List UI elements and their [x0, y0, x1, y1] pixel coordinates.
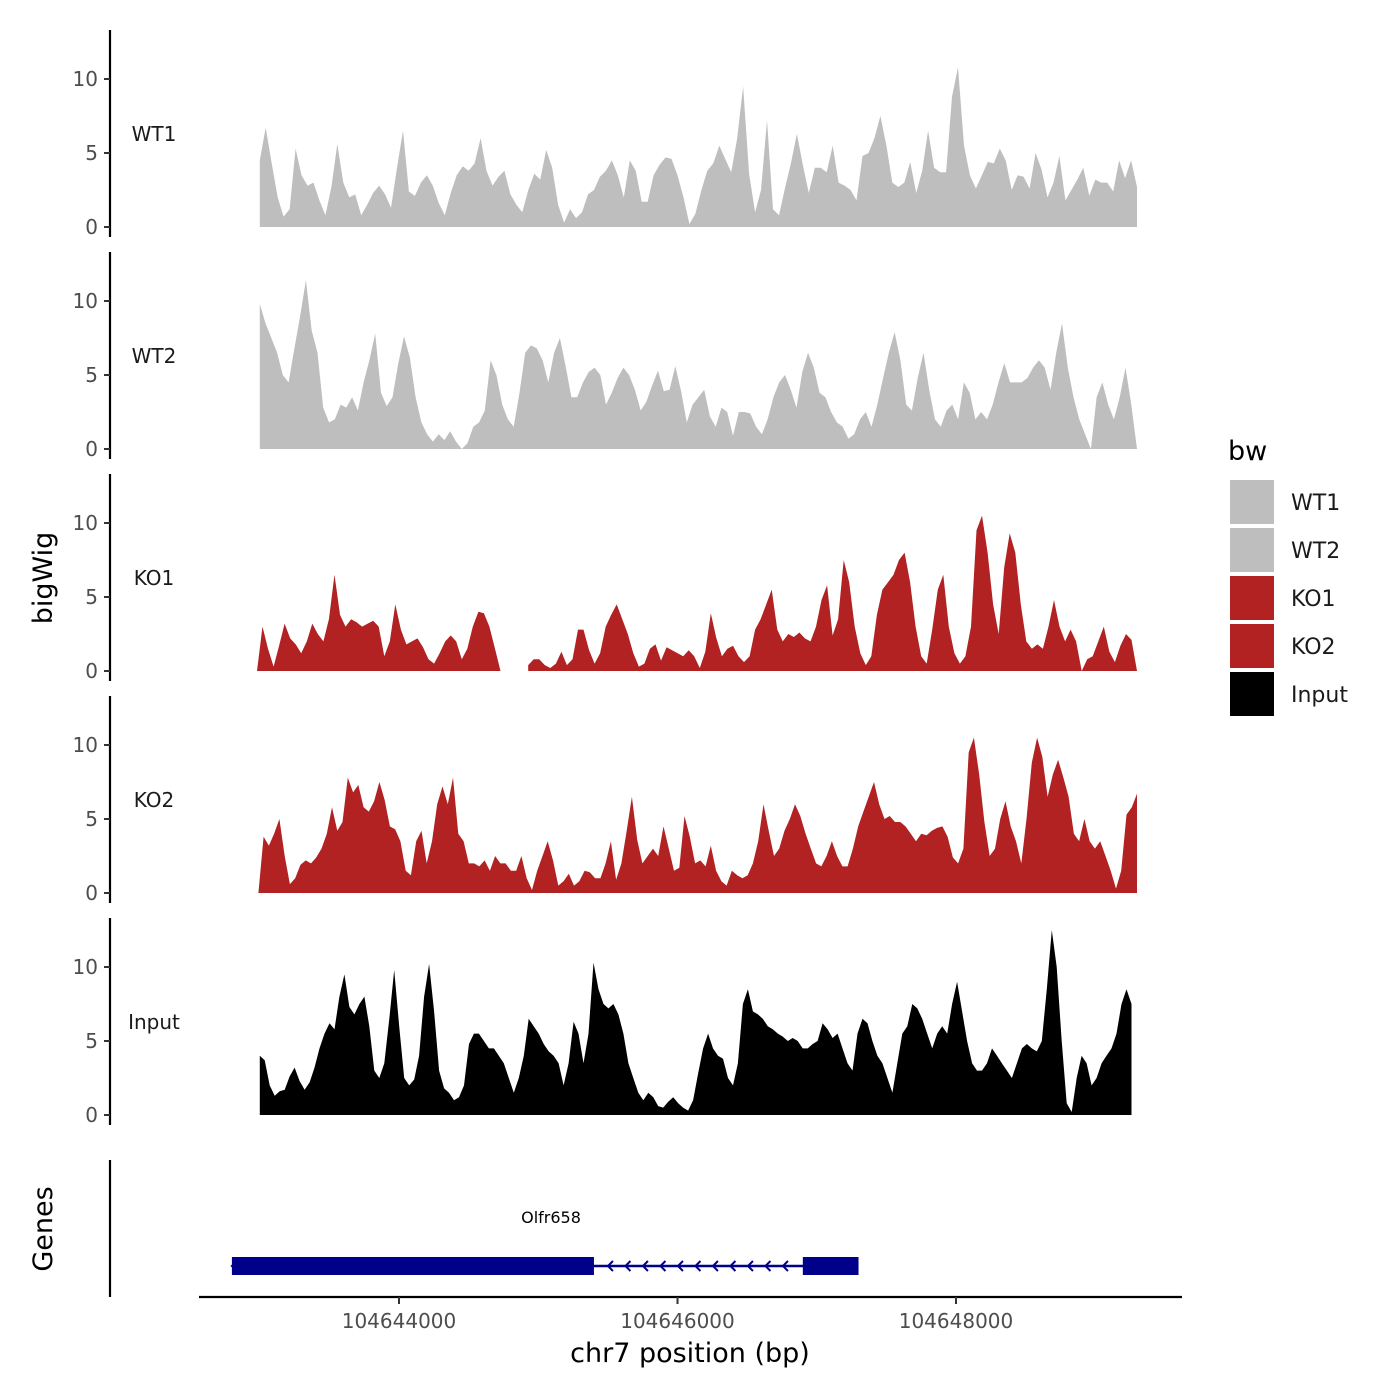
y-tick-label: 5	[85, 141, 98, 165]
x-axis: 104644000 104646000 104648000	[199, 1295, 1182, 1333]
x-axis-title: chr7 position (bp)	[570, 1338, 810, 1369]
legend-swatch	[1230, 672, 1274, 716]
track-ko2: 0 5 10 KO2	[73, 696, 1137, 905]
strand-arrow	[676, 1260, 684, 1272]
legend-swatch	[1230, 576, 1274, 620]
signal-area-ko2	[258, 737, 1137, 893]
y-tick-label: 5	[85, 363, 98, 387]
gene-name-label: Olfr658	[521, 1208, 581, 1227]
legend: bw WT1 WT2 KO1 KO2 Input	[1228, 436, 1348, 716]
track-label: WT2	[132, 344, 177, 368]
gene-exon	[802, 1257, 859, 1275]
legend-swatch	[1230, 528, 1274, 572]
strand-arrow	[641, 1260, 649, 1272]
track-wt1: 0 5 10 WT1	[73, 30, 1137, 239]
x-tick-label: 104644000	[342, 1309, 457, 1333]
legend-item-wt2: WT2	[1230, 528, 1340, 572]
legend-item-ko2: KO2	[1230, 624, 1336, 668]
strand-arrow	[694, 1260, 702, 1272]
y-tick-label: 10	[73, 289, 98, 313]
gene-exon	[231, 1257, 594, 1275]
gene-panel: Olfr658	[108, 1160, 859, 1297]
legend-item-ko1: KO1	[1230, 576, 1336, 620]
y-tick-label: 0	[85, 215, 98, 239]
x-tick-label: 104646000	[620, 1309, 735, 1333]
signal-area-wt1	[259, 67, 1137, 227]
y-tick-label: 0	[85, 881, 98, 905]
strand-arrow	[781, 1260, 789, 1272]
strand-arrow	[624, 1260, 632, 1272]
track-input: 0 5 10 Input	[73, 918, 1132, 1127]
genes-axis-title: Genes	[28, 1186, 59, 1271]
strand-arrow	[746, 1260, 754, 1272]
legend-label: WT2	[1291, 539, 1340, 564]
legend-label: WT1	[1291, 491, 1340, 516]
y-tick-label: 10	[73, 955, 98, 979]
signal-area-input	[259, 930, 1132, 1115]
strand-arrow	[659, 1260, 667, 1272]
signal-area-ko1	[528, 515, 1137, 671]
strand-arrow	[764, 1260, 772, 1272]
x-tick-label: 104648000	[899, 1309, 1014, 1333]
strand-arrow	[606, 1260, 614, 1272]
strand-arrow	[729, 1260, 737, 1272]
y-tick-label: 0	[85, 437, 98, 461]
y-axis-title: bigWig	[28, 532, 59, 625]
y-tick-label: 10	[73, 67, 98, 91]
y-tick-label: 0	[85, 1103, 98, 1127]
track-ko1: 0 5 10 KO1	[73, 474, 1137, 683]
legend-label: KO2	[1291, 635, 1336, 660]
strand-arrow	[711, 1260, 719, 1272]
y-tick-label: 10	[73, 733, 98, 757]
legend-items: WT1 WT2 KO1 KO2 Input	[1230, 480, 1348, 716]
y-tick-label: 10	[73, 511, 98, 535]
legend-swatch	[1230, 480, 1274, 524]
track-wt2: 0 5 10 WT2	[73, 252, 1137, 461]
legend-swatch	[1230, 624, 1274, 668]
y-tick-label: 5	[85, 585, 98, 609]
legend-item-input: Input	[1230, 672, 1348, 716]
legend-title: bw	[1228, 436, 1267, 467]
signal-area-ko1	[257, 574, 501, 671]
track-label: KO2	[134, 788, 175, 812]
track-label: WT1	[132, 122, 177, 146]
y-tick-label: 0	[85, 659, 98, 683]
legend-item-wt1: WT1	[1230, 480, 1340, 524]
legend-label: Input	[1291, 683, 1348, 708]
bigwig-tracks: 0 5 10 WT1 0 5 10 WT2 0 5 10 KO1 0 5 10 KO2 0 5 10 Input	[73, 30, 1137, 1127]
legend-label: KO1	[1291, 587, 1336, 612]
track-label: KO1	[134, 566, 175, 590]
track-label: Input	[128, 1010, 180, 1034]
y-tick-label: 5	[85, 1029, 98, 1053]
y-tick-label: 5	[85, 807, 98, 831]
signal-area-wt2	[259, 280, 1137, 449]
